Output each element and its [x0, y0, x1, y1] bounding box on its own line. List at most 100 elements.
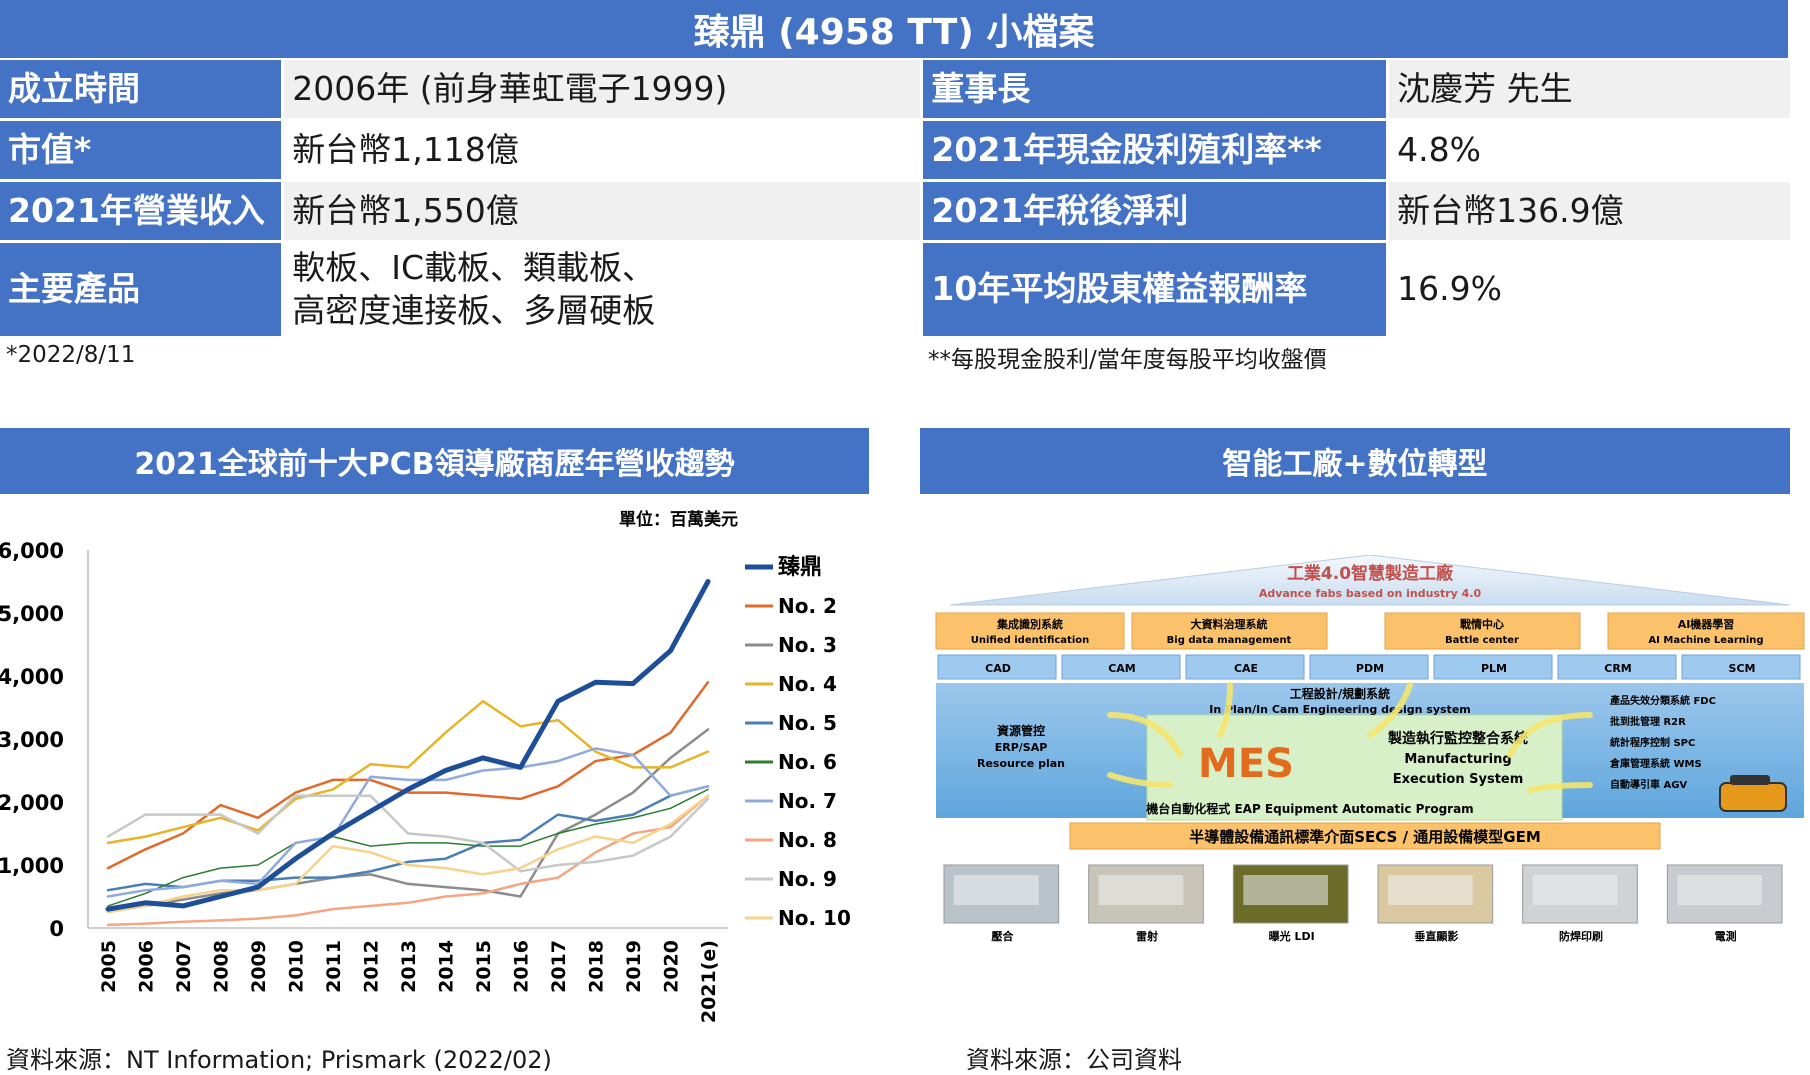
dividend-yield-value: 4.8% — [1397, 129, 1481, 169]
top-box-zh: AI機器學習 — [1678, 617, 1735, 631]
machine-photos-row: 壓合 雷射 曝光 LDI 垂直顯影 防焊印刷 電測 — [943, 864, 1783, 943]
top-box-zh: 集成識別系統 — [996, 617, 1063, 631]
date-footnote: *2022/8/11 — [6, 342, 136, 368]
top-box-en: AI Machine Learning — [1648, 635, 1763, 646]
legend-label: 臻鼎 — [778, 555, 822, 580]
founded-label: 成立時間 — [0, 60, 282, 118]
system-box-label: CAM — [1108, 662, 1136, 675]
series-line-no-9 — [106, 794, 710, 873]
x-tick-label: 2009 — [248, 940, 270, 993]
series-line-no-4 — [106, 699, 710, 845]
agv-icon — [1719, 775, 1787, 812]
engineering-en: In Plan/In Cam Engineering design system — [1209, 703, 1471, 716]
system-modules-row: CAD CAM CAE PDM PLM CRM SCM — [937, 654, 1801, 680]
right-list-item: 倉庫管理系統 WMS — [1609, 757, 1702, 770]
net-income-value: 新台幣136.9億 — [1389, 182, 1790, 240]
right-system-list: 產品失效分類系統 FDC 批到批管理 R2R 統計程序控制 SPC 倉庫管理系統… — [1609, 694, 1716, 791]
top-box-battle-center: 戰情中心 Battle center — [1384, 612, 1581, 650]
machine-photo: 雷射 — [1088, 864, 1204, 943]
system-box-label: SCM — [1729, 662, 1756, 675]
revenue-value: 新台幣1,550億 — [284, 182, 921, 240]
system-box-label: PDM — [1356, 662, 1384, 675]
mes-panel — [1146, 714, 1563, 821]
right-list-item: 產品失效分類系統 FDC — [1609, 694, 1716, 707]
system-box-plm: PLM — [1433, 654, 1553, 680]
top-box-big-data: 大資料治理系統 Big data management — [1131, 612, 1328, 650]
top-system-boxes: 集成識別系統 Unified identification 大資料治理系統 Bi… — [935, 612, 1805, 650]
chairman-label: 董事長 — [923, 60, 1387, 118]
top-box-en: Unified identification — [971, 635, 1089, 646]
eap-label: 機台自動化程式 EAP Equipment Automatic Program — [1146, 801, 1473, 816]
x-tick-label: 2015 — [473, 940, 495, 993]
chart-source: 資料來源：NT Information; Prismark (2022/02) — [6, 1046, 552, 1074]
machine-photo: 壓合 — [943, 864, 1060, 943]
yield-footnote: **每股現金股利/當年度每股平均收盤價 — [928, 347, 1327, 373]
market-cap-label: 市值* — [0, 121, 282, 179]
diagram-source: 資料來源：公司資料 — [966, 1046, 1182, 1074]
legend-item: No. 9 — [745, 867, 837, 891]
founded-value: 2006年 (前身華虹電子1999) — [284, 60, 921, 118]
x-tick-label: 2020 — [661, 940, 683, 993]
chart-section-title: 2021全球前十大PCB領導廠商歷年營收趨勢 — [0, 428, 869, 494]
legend-item: No. 8 — [745, 828, 837, 852]
y-tick-label: 4,000 — [0, 665, 64, 689]
secs-bar — [1069, 822, 1661, 850]
machine-photo: 防焊印刷 — [1522, 864, 1638, 943]
system-box-cam: CAM — [1061, 654, 1181, 680]
x-tick-label: 2012 — [361, 940, 383, 993]
x-tick-label: 2005 — [98, 940, 120, 993]
x-tick-label: 2010 — [286, 940, 308, 993]
series-line-zhending — [105, 579, 711, 912]
series-line-no-3 — [106, 728, 710, 911]
secs-label: 半導體設備通訊標準介面SECS / 通用設備模型GEM — [1189, 828, 1541, 846]
erp-zh: 資源管控 — [997, 723, 1045, 738]
machine-label: 曝光 LDI — [1269, 929, 1315, 943]
x-tick-label: 2007 — [173, 940, 195, 993]
x-tick-label: 2018 — [586, 940, 608, 993]
system-box-cae: CAE — [1185, 654, 1305, 680]
top-box-unified-id: 集成識別系統 Unified identification — [935, 612, 1125, 650]
diagram-section-title: 智能工廠+數位轉型 — [920, 428, 1790, 494]
net-income-label: 2021年稅後淨利 — [923, 182, 1387, 240]
system-box-label: CAD — [985, 662, 1011, 675]
system-box-label: CRM — [1604, 662, 1632, 675]
legend-item: 臻鼎 — [745, 555, 822, 580]
machine-photo: 垂直顯影 — [1377, 864, 1494, 943]
machine-label: 壓合 — [991, 929, 1014, 943]
y-tick-label: 0 — [49, 917, 64, 941]
top-box-en: Battle center — [1445, 635, 1519, 646]
x-tick-label: 2021(e) — [698, 940, 720, 1023]
machine-label: 防焊印刷 — [1559, 929, 1603, 943]
y-tick-label: 3,000 — [0, 728, 64, 752]
factory-roof — [949, 555, 1791, 606]
y-tick-label: 5,000 — [0, 602, 64, 626]
system-box-crm: CRM — [1557, 654, 1677, 680]
revenue-trend-chart: 單位：百萬美元 0 1,000 2,000 3,000 4,000 5,000 6,000 20… — [0, 509, 851, 1023]
y-tick-label: 2,000 — [0, 791, 64, 815]
system-box-label: PLM — [1481, 662, 1507, 675]
x-tick-label: 2011 — [323, 940, 345, 993]
legend-label: No. 10 — [778, 906, 851, 930]
roof-title: 工業4.0智慧製造工廠 — [1287, 563, 1454, 584]
system-box-pdm: PDM — [1309, 654, 1429, 680]
dividend-yield-label: 2021年現金股利殖利率** — [923, 121, 1387, 179]
system-box-cad: CAD — [937, 654, 1057, 680]
legend-item: No. 7 — [745, 789, 837, 813]
x-tick-label: 2006 — [136, 940, 158, 993]
unit-label: 單位：百萬美元 — [619, 509, 738, 530]
x-tick-label: 2008 — [211, 940, 233, 993]
products-value: 軟板、IC載板、類載板、 高密度連接板、多層硬板 — [284, 243, 920, 336]
legend-item: No. 10 — [745, 906, 851, 930]
x-tick-label: 2017 — [548, 940, 570, 993]
chairman-value: 沈慶芳 先生 — [1389, 60, 1790, 118]
series-line-no-7 — [106, 747, 710, 898]
legend-label: No. 4 — [778, 672, 837, 696]
products-line-1: 軟板、IC載板、類載板、 — [292, 247, 655, 287]
legend-label: No. 5 — [778, 711, 837, 735]
top-box-zh: 戰情中心 — [1460, 617, 1504, 631]
x-tick-label: 2014 — [436, 940, 458, 993]
machine-label: 雷射 — [1136, 929, 1158, 943]
legend-item: No. 2 — [745, 594, 837, 618]
legend-label: No. 6 — [778, 750, 837, 774]
revenue-label: 2021年營業收入 — [0, 182, 282, 240]
